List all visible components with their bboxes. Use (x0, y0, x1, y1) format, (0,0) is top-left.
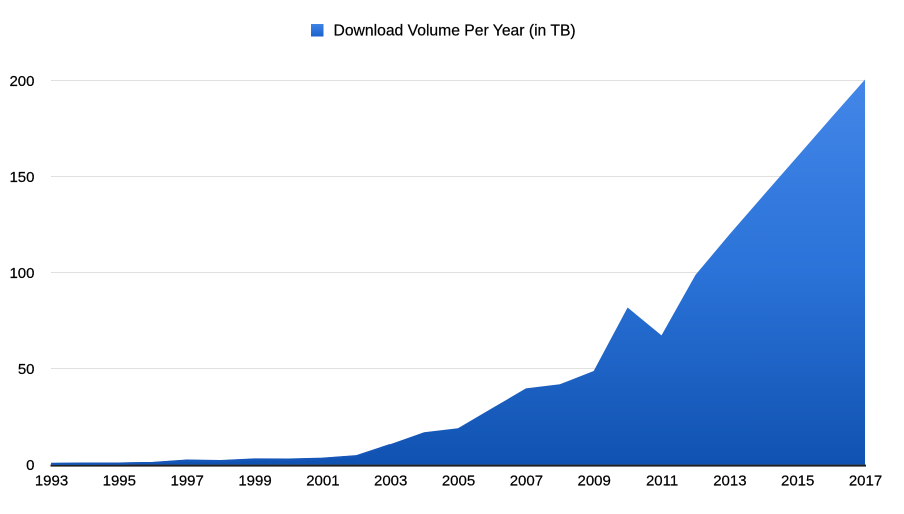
svg-text:1999: 1999 (238, 473, 271, 490)
svg-text:2009: 2009 (578, 473, 611, 490)
svg-text:100: 100 (9, 265, 34, 282)
svg-text:2013: 2013 (713, 473, 746, 490)
svg-text:2011: 2011 (646, 473, 678, 490)
svg-text:Download Volume Per Year (in T: Download Volume Per Year (in TB) (334, 23, 576, 40)
svg-text:50: 50 (18, 361, 35, 378)
svg-text:2015: 2015 (781, 473, 814, 490)
svg-text:2017: 2017 (849, 473, 882, 490)
svg-text:2001: 2001 (306, 473, 339, 490)
svg-text:2005: 2005 (442, 473, 475, 490)
svg-text:1993: 1993 (35, 473, 68, 490)
svg-text:0: 0 (26, 457, 34, 474)
svg-text:200: 200 (9, 73, 34, 90)
svg-text:2003: 2003 (374, 473, 407, 490)
svg-text:1995: 1995 (103, 473, 136, 490)
svg-text:1997: 1997 (171, 473, 204, 490)
svg-text:150: 150 (9, 169, 34, 186)
svg-text:2007: 2007 (510, 473, 543, 490)
